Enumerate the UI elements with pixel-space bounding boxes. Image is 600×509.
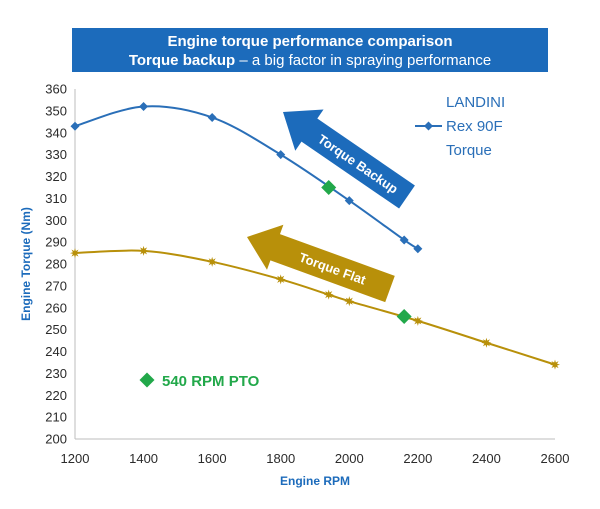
y-tick-label: 210 — [45, 410, 67, 425]
subtitle-bold: Torque backup — [128, 52, 236, 69]
y-tick-label: 320 — [45, 169, 67, 184]
torque-backup-arrow-shape — [282, 109, 415, 209]
y-tick-label: 360 — [45, 82, 67, 97]
data-point — [139, 372, 155, 388]
data-point — [70, 121, 80, 131]
y-tick-label: 250 — [45, 322, 67, 337]
x-axis-title: Engine RPM — [280, 474, 350, 488]
y-tick-label: 220 — [45, 388, 67, 403]
y-tick-label: 260 — [45, 300, 67, 315]
data-point — [550, 359, 560, 370]
y-tick-label: 350 — [45, 103, 67, 118]
y-tick-label: 300 — [45, 213, 67, 228]
y-tick-label: 310 — [45, 191, 67, 206]
torque-flat-arrow-shape — [246, 224, 395, 303]
y-tick-label: 240 — [45, 344, 67, 359]
series-group — [70, 102, 560, 370]
y-tick-labels: 200 210 220 230 240 250 260 270 280 290 300 310 320 3… — [45, 82, 67, 447]
legend: LANDINI Rex 90F Torque — [415, 94, 505, 159]
data-point — [276, 150, 286, 160]
y-tick-label: 230 — [45, 366, 67, 381]
data-point — [275, 274, 286, 285]
x-tick-label: 2000 — [335, 451, 364, 466]
highlight-points — [321, 179, 412, 324]
legend-line-2: Rex 90F — [446, 118, 503, 135]
data-point — [70, 248, 80, 259]
series-landini — [70, 102, 423, 254]
chart-subtitle: Torque backup – a big factor in spraying… — [72, 51, 548, 71]
x-tick-label: 1600 — [198, 451, 227, 466]
data-point — [323, 289, 334, 300]
pto-key: 540 RPM PTO — [139, 372, 260, 390]
chart-axes — [74, 89, 555, 440]
data-point — [344, 296, 355, 307]
y-tick-label: 290 — [45, 235, 67, 250]
x-tick-labels: 1200 1400 1600 1800 2000 2200 2400 2600 — [61, 451, 570, 466]
data-point — [139, 102, 149, 111]
y-tick-label: 200 — [45, 432, 67, 447]
data-point — [207, 112, 217, 122]
x-tick-label: 2400 — [472, 451, 501, 466]
pto-label: 540 RPM PTO — [162, 373, 260, 390]
legend-line-3: Torque — [446, 142, 492, 159]
x-tick-label: 2200 — [403, 451, 432, 466]
y-tick-label: 270 — [45, 278, 67, 293]
data-point — [424, 121, 433, 131]
series-gold — [70, 245, 560, 370]
data-point — [207, 256, 218, 267]
data-point — [321, 179, 337, 195]
data-point — [413, 244, 423, 254]
x-tick-label: 1800 — [266, 451, 295, 466]
data-point — [399, 235, 409, 245]
chart-title-box: Engine torque performance comparison Tor… — [72, 28, 548, 72]
y-axis-title: Engine Torque (Nm) — [19, 207, 33, 321]
x-tick-label: 2600 — [541, 451, 570, 466]
data-point — [481, 337, 492, 348]
y-tick-label: 280 — [45, 257, 67, 272]
data-point — [412, 315, 423, 326]
x-tick-label: 1400 — [129, 451, 158, 466]
x-tick-label: 1200 — [61, 451, 90, 466]
data-point — [138, 245, 149, 256]
legend-line-1: LANDINI — [446, 94, 505, 111]
torque-flat-arrow: Torque Flat — [246, 224, 395, 303]
y-tick-label: 330 — [45, 147, 67, 162]
data-point — [344, 196, 354, 206]
chart-title: Engine torque performance comparison — [167, 33, 453, 50]
y-tick-label: 340 — [45, 125, 67, 140]
subtitle-rest: – a big factor in spraying performance — [235, 52, 492, 69]
data-point — [396, 309, 412, 324]
